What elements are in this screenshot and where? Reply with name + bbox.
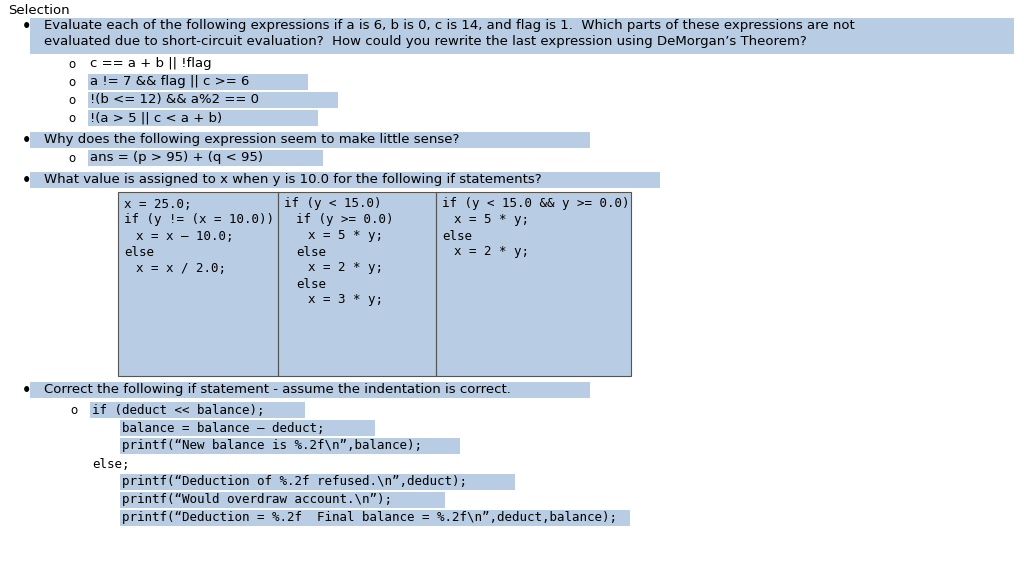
Text: x = x – 10.0;: x = x – 10.0;	[136, 230, 233, 242]
Text: else: else	[124, 246, 154, 259]
Text: Correct the following if statement - assume the indentation is correct.: Correct the following if statement - ass…	[44, 384, 511, 397]
Bar	[88, 150, 323, 166]
Text: x = 5 * y;: x = 5 * y;	[454, 214, 529, 226]
Text: if (y < 15.0): if (y < 15.0)	[284, 197, 382, 210]
Text: o: o	[68, 58, 75, 71]
Text: o: o	[68, 93, 75, 107]
Text: o: o	[70, 404, 77, 417]
Text: Why does the following expression seem to make little sense?: Why does the following expression seem t…	[44, 133, 460, 146]
Bar	[88, 74, 308, 90]
Text: x = x / 2.0;: x = x / 2.0;	[136, 262, 226, 275]
Text: x = 2 * y;: x = 2 * y;	[308, 262, 383, 275]
Text: a != 7 && flag || c >= 6: a != 7 && flag || c >= 6	[90, 75, 250, 88]
Text: else;: else;	[92, 458, 129, 470]
Bar	[118, 192, 631, 376]
Text: balance = balance – deduct;: balance = balance – deduct;	[122, 421, 325, 434]
Text: What value is assigned to x when y is 10.0 for the following if statements?: What value is assigned to x when y is 10…	[44, 173, 542, 186]
Text: !(a > 5 || c < a + b): !(a > 5 || c < a + b)	[90, 112, 222, 124]
Text: x = 2 * y;: x = 2 * y;	[454, 246, 529, 259]
Text: !(b <= 12) && a%2 == 0: !(b <= 12) && a%2 == 0	[90, 93, 259, 107]
Bar	[88, 110, 318, 126]
Bar	[120, 420, 375, 436]
Text: o: o	[68, 112, 75, 124]
Bar	[90, 402, 305, 418]
Text: else: else	[442, 230, 472, 242]
Text: if (deduct << balance);: if (deduct << balance);	[92, 404, 264, 417]
Text: if (y >= 0.0): if (y >= 0.0)	[296, 214, 393, 226]
Bar	[120, 438, 460, 454]
Bar	[120, 510, 630, 526]
Bar	[278, 192, 436, 376]
Text: evaluated due to short-circuit evaluation?  How could you rewrite the last expre: evaluated due to short-circuit evaluatio…	[44, 35, 807, 48]
Text: else: else	[296, 278, 326, 291]
Text: •: •	[22, 173, 32, 188]
Text: •: •	[22, 382, 32, 397]
Text: printf(“Would overdraw account.\n”);: printf(“Would overdraw account.\n”);	[122, 494, 392, 507]
Text: o: o	[68, 75, 75, 88]
Text: Evaluate each of the following expressions if a is 6, b is 0, c is 14, and flag : Evaluate each of the following expressio…	[44, 19, 855, 32]
Text: x = 25.0;: x = 25.0;	[124, 197, 191, 210]
Text: x = 3 * y;: x = 3 * y;	[308, 294, 383, 307]
Bar	[30, 18, 1014, 54]
Bar	[30, 132, 590, 148]
Text: o: o	[68, 152, 75, 165]
Text: if (y != (x = 10.0)): if (y != (x = 10.0))	[124, 214, 274, 226]
Text: else: else	[296, 246, 326, 259]
Text: c == a + b || !flag: c == a + b || !flag	[90, 58, 212, 71]
Text: •: •	[22, 132, 32, 148]
Bar	[120, 492, 445, 508]
Bar	[88, 92, 338, 108]
Bar	[120, 474, 515, 490]
Text: x = 5 * y;: x = 5 * y;	[308, 230, 383, 242]
Bar	[30, 382, 590, 398]
Text: printf(“New balance is %.2f\n”,balance);: printf(“New balance is %.2f\n”,balance);	[122, 439, 422, 453]
Text: ans = (p > 95) + (q < 95): ans = (p > 95) + (q < 95)	[90, 152, 263, 165]
Bar	[118, 192, 278, 376]
Bar	[30, 172, 660, 188]
Text: printf(“Deduction = %.2f  Final balance = %.2f\n”,deduct,balance);: printf(“Deduction = %.2f Final balance =…	[122, 511, 617, 524]
Text: •: •	[22, 18, 32, 34]
Text: if (y < 15.0 && y >= 0.0): if (y < 15.0 && y >= 0.0)	[442, 197, 630, 210]
Text: printf(“Deduction of %.2f refused.\n”,deduct);: printf(“Deduction of %.2f refused.\n”,de…	[122, 475, 467, 488]
Text: Selection: Selection	[8, 4, 70, 17]
Bar	[436, 192, 631, 376]
